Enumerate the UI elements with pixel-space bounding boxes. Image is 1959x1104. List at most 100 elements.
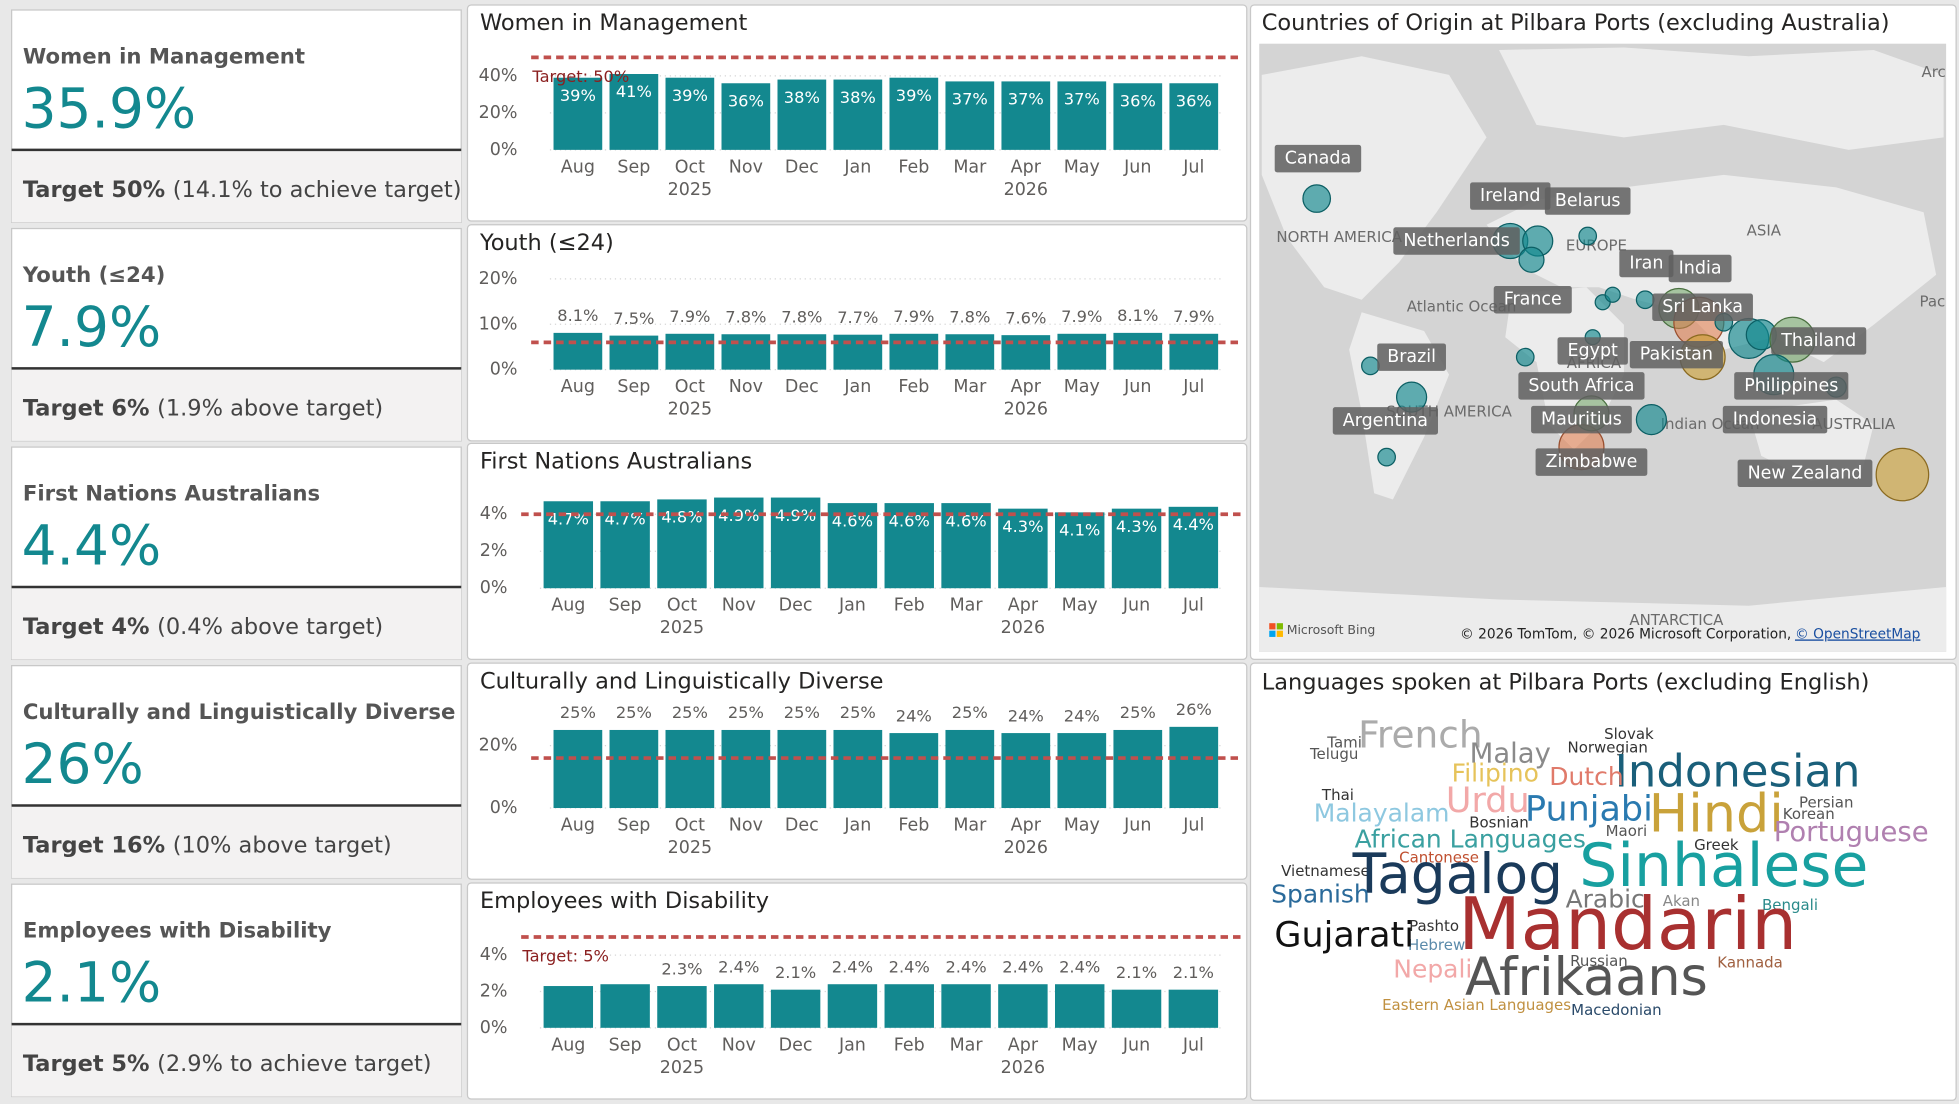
- map-region-label: Pac: [1920, 293, 1946, 311]
- country-label-text: Canada: [1285, 149, 1351, 169]
- chart-title: Women in Management: [480, 10, 748, 36]
- bar: [1113, 83, 1163, 150]
- data-label: 4.4%: [1173, 515, 1214, 534]
- word: Tamil: [1326, 734, 1366, 752]
- wordcloud-title: Languages spoken at Pilbara Ports (exclu…: [1262, 670, 1870, 696]
- x-tick-label: Apr: [1011, 816, 1042, 836]
- bar: [945, 334, 995, 370]
- word: Cantonese: [1399, 848, 1479, 866]
- map-attribution-link: © OpenStreetMap: [1795, 626, 1920, 642]
- x-tick-label: Apr: [1008, 596, 1039, 616]
- bar: [998, 508, 1048, 589]
- y-tick-label: 0%: [480, 578, 508, 598]
- bar: [714, 984, 764, 1028]
- word: Akan: [1663, 892, 1700, 910]
- data-label: 7.8%: [949, 308, 990, 327]
- word: Russian: [1570, 952, 1628, 970]
- country-label-text: India: [1679, 259, 1722, 279]
- kpi-target-value: Target 16%: [23, 832, 165, 858]
- y-tick-label: 0%: [490, 360, 518, 380]
- country-label: Netherlands: [1393, 227, 1520, 255]
- country-label-text: New Zealand: [1748, 463, 1863, 483]
- word: Kannada: [1717, 953, 1783, 971]
- word: Hebrew: [1408, 936, 1465, 954]
- country-label-text: Netherlands: [1403, 231, 1509, 251]
- word: Arabic: [1566, 884, 1645, 913]
- country-label-box: [1652, 293, 1753, 321]
- word: Filipino: [1452, 758, 1539, 787]
- word: Spanish: [1271, 879, 1370, 908]
- country-label-box: [1393, 227, 1520, 255]
- bar: [833, 79, 883, 150]
- word: Indonesian: [1615, 744, 1861, 797]
- kpi-target-note: (1.9% above target): [157, 395, 383, 421]
- map-region-label: ANTARCTICA: [1629, 611, 1724, 629]
- x-tick-label: Aug: [551, 1035, 585, 1055]
- kpi-footer: [11, 149, 462, 223]
- country-label: Canada: [1274, 144, 1362, 173]
- data-label: 41%: [616, 82, 652, 101]
- country-label: Pakistan: [1629, 340, 1723, 369]
- word: Hindi: [1649, 783, 1784, 844]
- x-tick-label: Jan: [843, 377, 871, 397]
- x-tick-label: Apr: [1011, 377, 1042, 397]
- x-tick-label: Dec: [785, 816, 819, 836]
- x-tick-label: Feb: [898, 816, 929, 836]
- kpi-target: Target 16% (10% above target): [23, 832, 392, 858]
- bar: [777, 79, 827, 150]
- x-tick-label: Feb: [894, 1035, 925, 1055]
- map-bubble: [1578, 226, 1598, 246]
- x-tick-label: Dec: [779, 596, 813, 616]
- x-tick-label: Feb: [898, 157, 929, 177]
- y-tick-label: 10%: [479, 314, 518, 334]
- x-tick-label: Jan: [843, 157, 871, 177]
- data-label: 4.6%: [832, 511, 873, 530]
- bing-logo: [1276, 630, 1283, 637]
- x-tick-label: Oct: [675, 816, 705, 836]
- word: African Languages: [1355, 824, 1586, 853]
- data-label: 7.8%: [781, 308, 822, 327]
- bar: [553, 332, 603, 370]
- x-group-label: 2025: [660, 618, 704, 638]
- kpi-value: 7.9%: [22, 295, 162, 359]
- x-tick-label: Aug: [561, 157, 595, 177]
- kpi-footer: [11, 368, 462, 441]
- data-label: 39%: [672, 86, 708, 105]
- country-label: Mauritius: [1531, 405, 1632, 434]
- kpi-target: Target 50% (14.1% to achieve target): [23, 176, 462, 202]
- word: Norwegian: [1568, 739, 1648, 757]
- word: Pashto: [1409, 917, 1459, 935]
- map-land: [1261, 56, 1487, 300]
- data-label: 25%: [784, 703, 820, 722]
- bar: [553, 729, 603, 809]
- x-tick-label: Jul: [1182, 157, 1204, 177]
- country-label-text: Sri Lanka: [1662, 297, 1743, 317]
- x-tick-label: Dec: [785, 377, 819, 397]
- data-label: 2.3%: [661, 959, 702, 978]
- x-tick-label: Nov: [722, 596, 756, 616]
- bar: [657, 986, 707, 1028]
- bar: [889, 333, 939, 370]
- country-label-text: Thailand: [1780, 331, 1856, 351]
- country-label-box: [1668, 254, 1732, 283]
- word: Persian: [1799, 794, 1853, 812]
- country-label: South Africa: [1518, 372, 1645, 400]
- kpi-target-value: Target 50%: [23, 176, 165, 202]
- x-group-label: 2026: [1004, 400, 1048, 420]
- data-label: 7.9%: [1061, 307, 1102, 326]
- x-tick-label: Feb: [894, 596, 925, 616]
- bar: [1111, 989, 1162, 1028]
- x-tick-label: Nov: [729, 157, 763, 177]
- data-label: 2.4%: [1002, 957, 1043, 976]
- chart-title: Culturally and Linguistically Diverse: [480, 668, 884, 694]
- kpi-title: Youth (≤24): [22, 263, 165, 288]
- country-label: Egypt: [1557, 337, 1628, 365]
- kpi-target-note: (0.4% above target): [157, 613, 383, 639]
- data-label: 4.8%: [661, 508, 702, 527]
- country-label-text: Pakistan: [1640, 345, 1713, 365]
- x-tick-label: Jun: [1123, 816, 1151, 836]
- country-label-text: Ireland: [1480, 186, 1540, 206]
- map-bubble: [1635, 404, 1668, 436]
- country-label: Ireland: [1470, 182, 1551, 210]
- bar: [1001, 733, 1051, 809]
